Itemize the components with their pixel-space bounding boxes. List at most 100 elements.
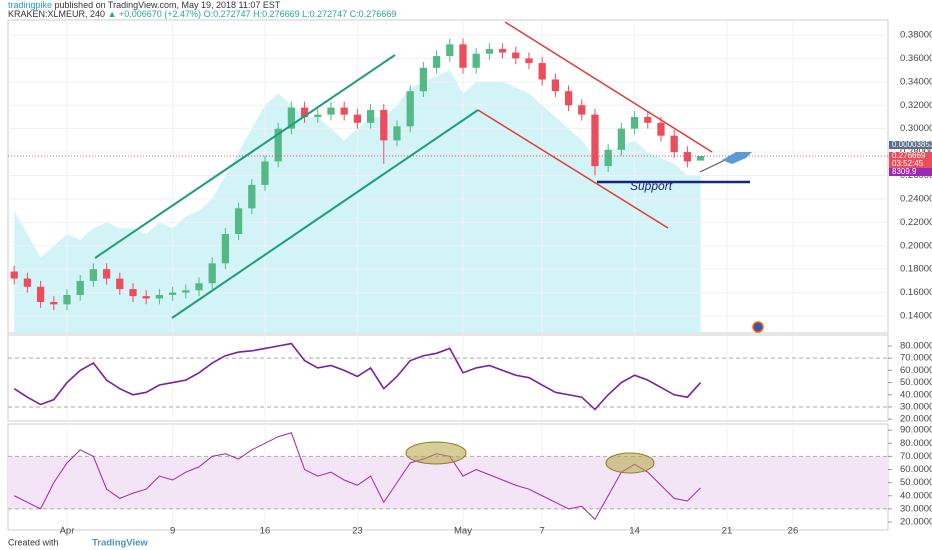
candle-body xyxy=(419,67,428,92)
candle-body xyxy=(446,44,454,57)
candle-body xyxy=(485,49,494,54)
highlight xyxy=(405,441,467,465)
y-tick-label: 40.0000 xyxy=(900,389,932,400)
footer-created: Created with xyxy=(8,537,59,547)
candle-body xyxy=(459,44,467,68)
y-tick-label: 70.0000 xyxy=(900,353,932,364)
x-tick-label: 21 xyxy=(722,526,733,537)
candle-body xyxy=(248,184,256,209)
candle-body xyxy=(234,208,243,235)
highlight xyxy=(605,452,655,474)
symbol-line: KRAKEN:XLMEUR, 240 ▲ +0.006670 (+2.47%) … xyxy=(8,9,396,19)
y-tick-label: 80.0000 xyxy=(900,340,932,351)
candle-body xyxy=(604,149,612,167)
candle-body xyxy=(696,155,705,161)
candle-body xyxy=(551,79,560,92)
header-line: tradingpike published on TradingView.com… xyxy=(8,0,281,10)
price-label-bg xyxy=(889,151,932,160)
indicator-line xyxy=(13,342,702,411)
candle-body xyxy=(287,107,296,129)
candle-body xyxy=(578,105,586,115)
publisher: tradingpike xyxy=(8,0,52,10)
x-tick-label: 26 xyxy=(788,526,799,537)
x-tick-label: 7 xyxy=(540,526,545,537)
candle-body xyxy=(63,294,71,305)
y-tick-label: 0.380000 xyxy=(900,30,932,41)
channel-line xyxy=(171,109,479,319)
candle-body xyxy=(155,294,164,299)
candle-body xyxy=(327,107,335,115)
candle-body xyxy=(512,52,520,59)
candle-body xyxy=(182,290,190,293)
candle-body xyxy=(683,152,691,162)
candle-body xyxy=(300,107,309,117)
y-tick-label: 60.0000 xyxy=(900,464,932,475)
x-tick-label: 9 xyxy=(170,526,175,537)
price-label-bg xyxy=(889,140,932,149)
candle-body xyxy=(116,278,124,290)
y-tick-label: 30.0000 xyxy=(900,503,932,514)
candle-body xyxy=(314,114,322,117)
candle-body xyxy=(538,63,546,80)
candle-body xyxy=(366,109,375,123)
channel-line xyxy=(94,54,396,259)
candle-body xyxy=(168,292,177,295)
y-tick-label: 50.0000 xyxy=(900,477,932,488)
candle-body xyxy=(432,56,441,68)
candle-body xyxy=(76,280,84,295)
candle-body xyxy=(380,109,388,141)
candle-body xyxy=(591,114,599,167)
y-tick-label: 40.0000 xyxy=(900,490,932,501)
candle-body xyxy=(221,234,230,264)
candle-body xyxy=(208,263,216,284)
pane-frame xyxy=(7,334,889,422)
y-tick-label: 80.0000 xyxy=(900,438,932,449)
y-tick-label: 20.0000 xyxy=(900,414,932,425)
candle-body xyxy=(630,116,639,129)
candle-body xyxy=(644,116,652,123)
price-label: 0.276669 xyxy=(892,151,926,160)
candle-body xyxy=(89,269,98,281)
candle-body xyxy=(274,128,282,162)
x-tick-label: 14 xyxy=(629,526,640,537)
channel-line xyxy=(504,21,713,153)
candle-body xyxy=(142,296,150,299)
price-label-bg xyxy=(889,167,932,176)
channel-line xyxy=(477,109,669,229)
candle-body xyxy=(472,53,480,68)
published: published on TradingView.com, May 19, 20… xyxy=(55,0,281,10)
candle-body xyxy=(525,58,533,64)
candle-body xyxy=(340,107,348,115)
candle-body xyxy=(50,301,58,305)
candle-body xyxy=(657,122,665,136)
price-label: 03:52:45 xyxy=(892,159,924,168)
candle-body xyxy=(617,128,626,150)
candle-body xyxy=(195,283,203,291)
arrow-line xyxy=(699,159,726,173)
x-tick-label: 16 xyxy=(260,526,271,537)
symbol: KRAKEN:XLMEUR, 240 xyxy=(8,9,105,19)
candle-body xyxy=(393,126,401,141)
x-tick-label: 23 xyxy=(352,526,363,537)
y-tick-label: 30.0000 xyxy=(900,401,932,412)
y-tick-label: 70.0000 xyxy=(900,451,932,462)
event-icon xyxy=(752,321,764,333)
candle-body xyxy=(564,91,573,106)
x-tick-label: Apr xyxy=(60,526,75,537)
candle-body xyxy=(498,49,507,53)
drawings xyxy=(94,21,764,474)
y-tick-label: 20.0000 xyxy=(900,517,932,528)
y-tick-label: 50.0000 xyxy=(900,377,932,388)
candle-body xyxy=(23,278,32,287)
band xyxy=(8,456,888,509)
x-tick-label: May xyxy=(454,526,472,537)
candle-body xyxy=(129,289,137,297)
